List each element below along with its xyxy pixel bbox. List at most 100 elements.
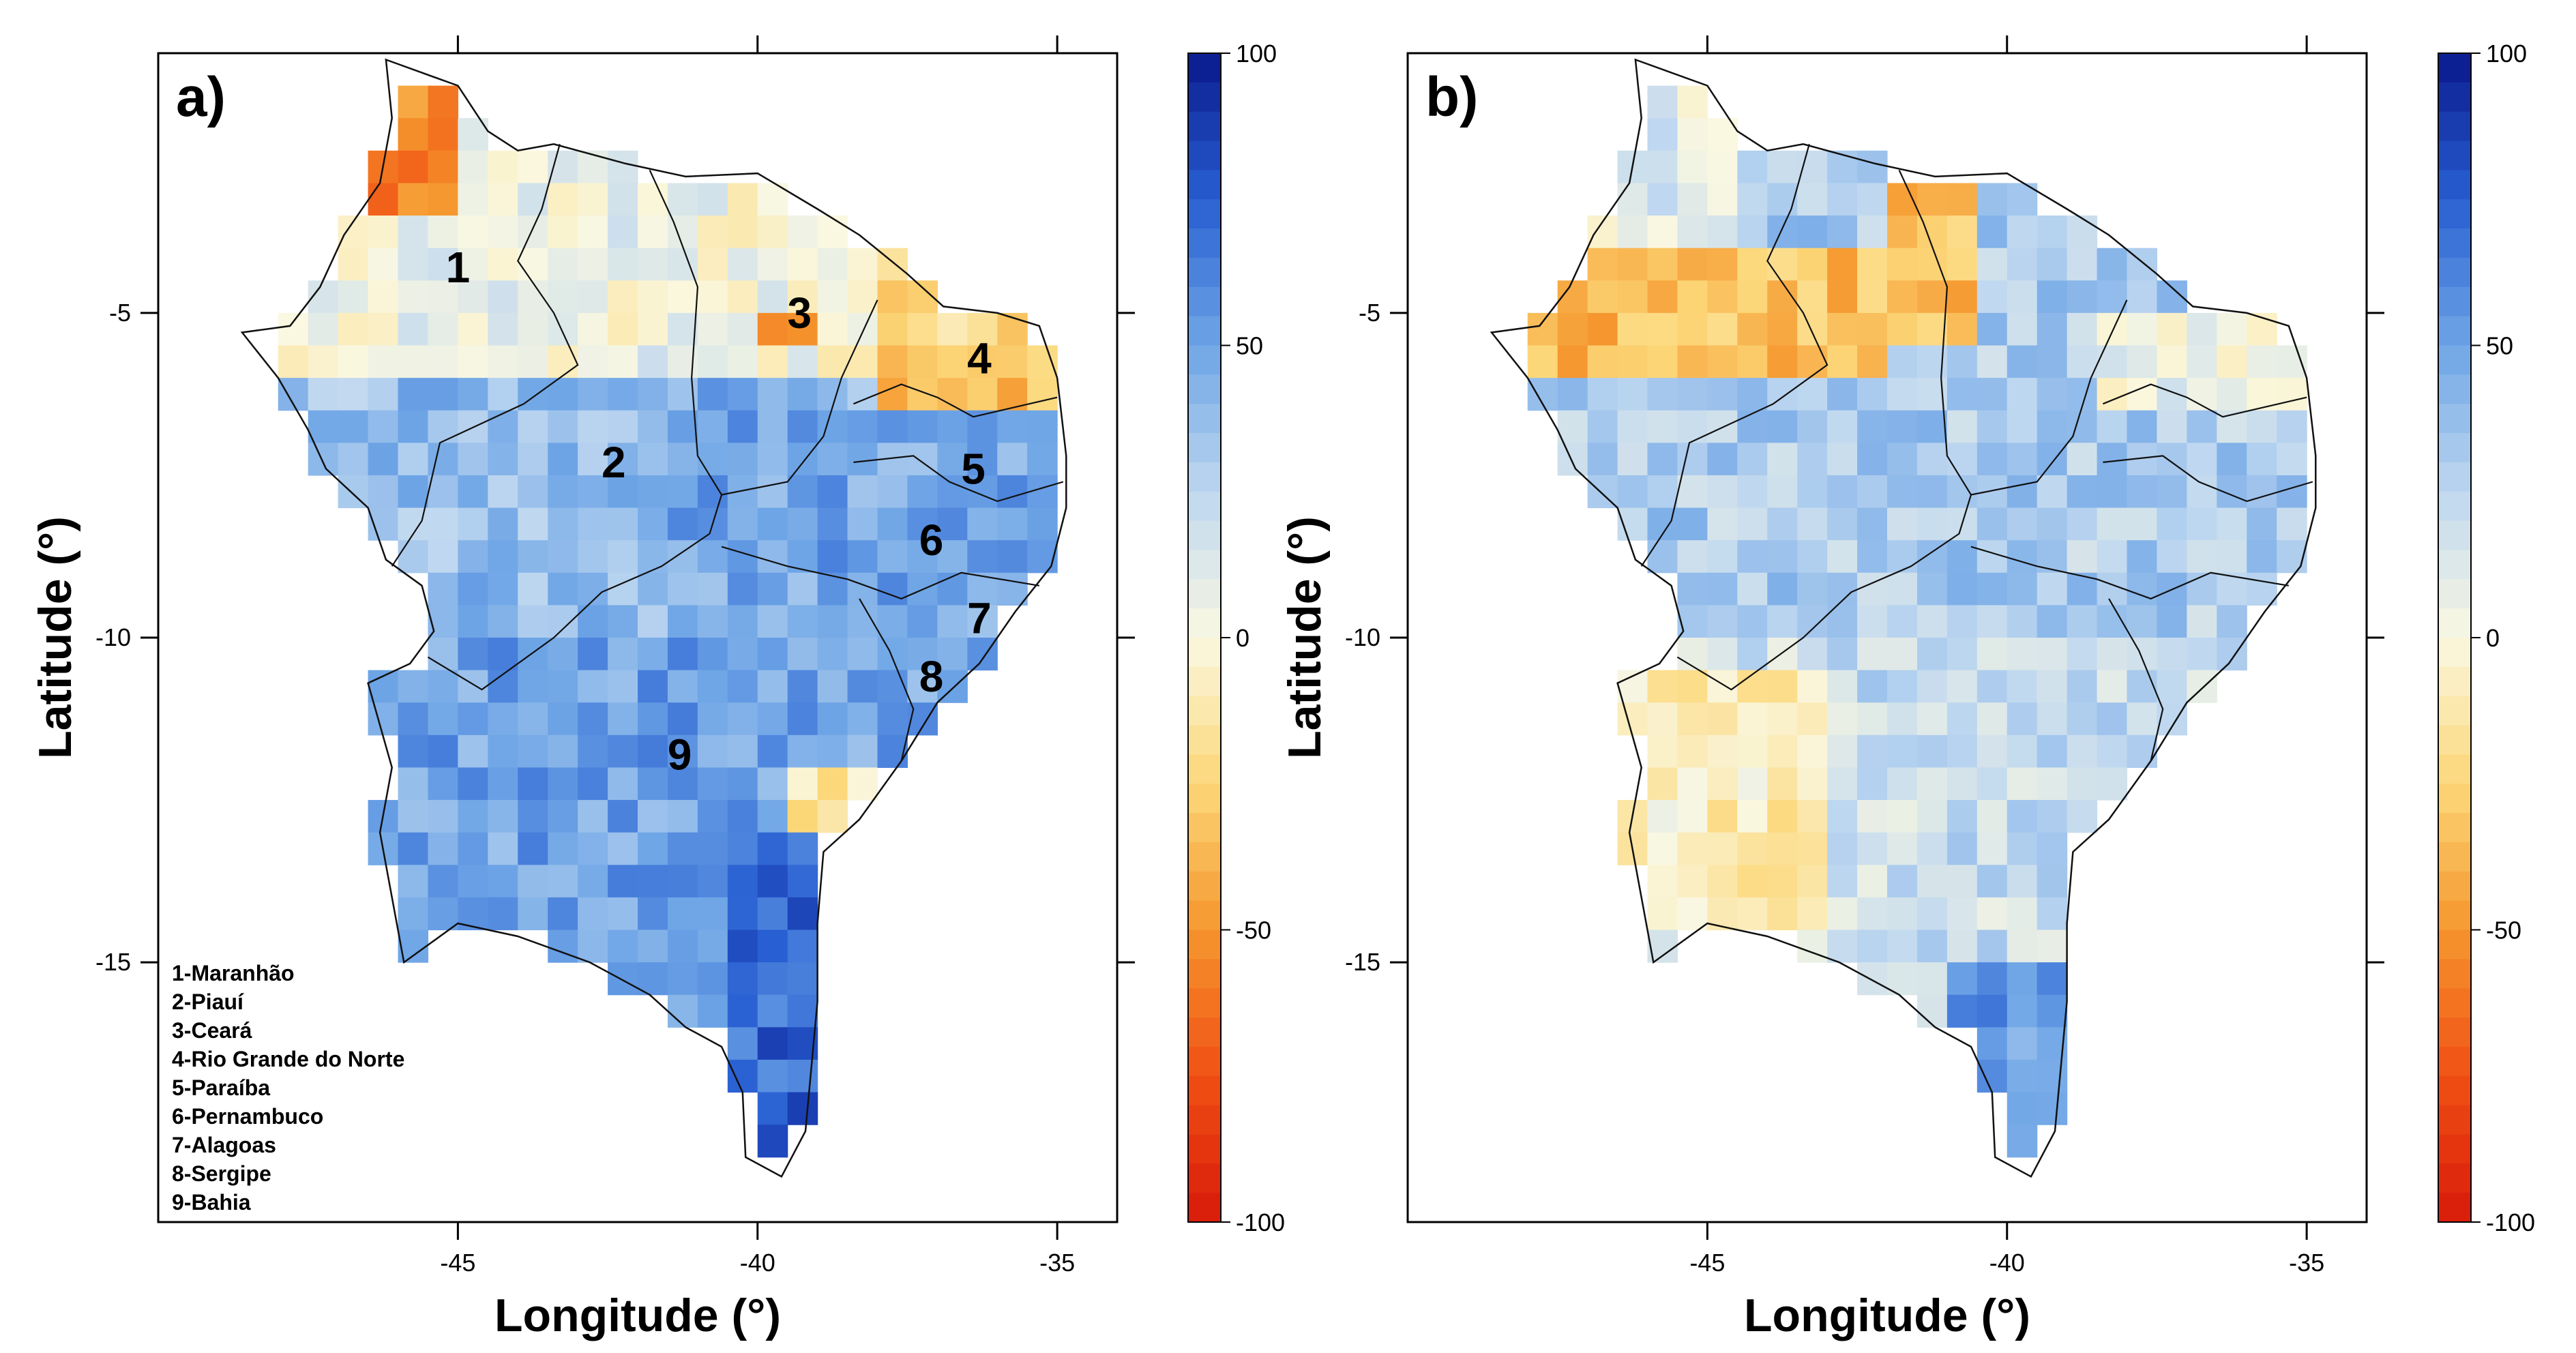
state-border	[427, 169, 723, 691]
grid-cell	[787, 962, 818, 996]
panel-label: a)	[176, 66, 226, 128]
grid-cell	[787, 507, 818, 541]
grid-cell	[1797, 605, 1828, 638]
grid-cell	[398, 702, 429, 736]
grid-cell	[1916, 443, 1948, 476]
grid-cell	[638, 897, 668, 931]
grid-cell	[1707, 832, 1738, 865]
grid-cell	[2217, 378, 2247, 411]
grid-cell	[1767, 215, 1798, 249]
grid-cell	[1027, 507, 1058, 541]
state-border	[2102, 383, 2307, 418]
grid-cell	[817, 702, 848, 736]
grid-cell	[697, 443, 728, 476]
grid-cell	[398, 118, 429, 151]
grid-cell	[1767, 865, 1798, 898]
grid-cell	[2067, 767, 2098, 801]
grid-cell	[1887, 638, 1918, 671]
x-tick-label: -40	[1989, 1249, 2025, 1277]
grid-cell	[727, 507, 758, 541]
grid-cell	[1887, 832, 1918, 865]
colorbar-segment	[1188, 1017, 1221, 1047]
grid-cell	[787, 248, 818, 281]
grid-cell	[1977, 638, 2008, 671]
grid-cell	[2037, 1059, 2068, 1093]
grid-cell	[518, 670, 548, 703]
grid-cell	[2277, 410, 2307, 443]
grid-cell	[877, 378, 908, 411]
grid-cell	[1677, 150, 1708, 184]
grid-cell	[548, 865, 578, 898]
grid-cell	[757, 832, 788, 865]
grid-cell	[757, 280, 788, 314]
grid-cell	[2247, 443, 2277, 476]
grid-cell	[787, 930, 818, 963]
grid-cell	[608, 183, 638, 216]
grid-cell	[1977, 1059, 2008, 1093]
grid-cell	[368, 475, 399, 509]
grid-cell	[817, 312, 848, 346]
grid-cell	[1797, 507, 1828, 541]
grid-cell	[548, 638, 578, 671]
grid-cell	[1557, 312, 1588, 346]
grid-cell	[1827, 638, 1858, 671]
colorbar-segment	[2438, 82, 2471, 113]
grid-cell	[1677, 280, 1708, 314]
grid-cell	[2007, 378, 2038, 411]
grid-cell	[817, 638, 848, 671]
grid-cell	[697, 378, 728, 411]
grid-cell	[518, 215, 548, 249]
grid-cell	[1946, 410, 1978, 443]
grid-cell	[1647, 865, 1678, 898]
grid-cell	[877, 605, 908, 638]
grid-cell	[907, 605, 938, 638]
grid-cell	[667, 865, 698, 898]
grid-cell	[2097, 475, 2128, 509]
grid-cell	[2277, 345, 2307, 378]
colorbar-tick-label: -50	[1236, 917, 1271, 945]
grid-cell	[1827, 507, 1858, 541]
grid-cell	[578, 378, 608, 411]
grid-cell	[1916, 312, 1948, 346]
grid-cell	[727, 605, 758, 638]
colorbar-segment	[2438, 111, 2471, 142]
grid-cell	[368, 702, 399, 736]
grid-cell	[1916, 507, 1948, 541]
grid-cell	[2037, 897, 2068, 931]
grid-cell	[638, 670, 668, 703]
colorbar-segment	[2438, 199, 2471, 229]
grid-cell	[907, 638, 938, 671]
grid-cell	[608, 702, 638, 736]
grid-cell	[1737, 734, 1768, 769]
grid-cell	[368, 312, 399, 346]
grid-cell	[1677, 897, 1708, 931]
grid-cell	[2037, 345, 2068, 378]
grid-cell	[458, 865, 488, 898]
grid-cell	[1916, 897, 1948, 931]
grid-cell	[2037, 767, 2068, 801]
grid-cell	[697, 638, 728, 671]
grid-cell	[967, 345, 998, 378]
colorbar-segment	[1188, 784, 1221, 814]
grid-cell	[1887, 248, 1918, 281]
grid-cell	[1647, 540, 1678, 574]
grid-cell	[488, 638, 518, 671]
grid-cell	[1707, 443, 1738, 476]
grid-cell	[967, 378, 998, 411]
grid-cell	[1916, 930, 1948, 963]
grid-cell	[1977, 897, 2008, 931]
grid-cell	[2037, 962, 2068, 996]
grid-cell	[638, 378, 668, 411]
grid-cell	[1617, 378, 1648, 411]
grid-cell	[368, 280, 399, 314]
grid-cell	[488, 767, 518, 801]
grid-cell	[368, 248, 399, 281]
grid-cell	[1946, 248, 1978, 281]
grid-cell	[1737, 507, 1768, 541]
colorbar-segment	[2438, 1105, 2471, 1135]
colorbar-segment	[1188, 988, 1221, 1018]
grid-cell	[667, 638, 698, 671]
grid-cell	[787, 1059, 818, 1093]
colorbar-segment	[2438, 813, 2471, 843]
grid-cell	[2277, 443, 2307, 476]
